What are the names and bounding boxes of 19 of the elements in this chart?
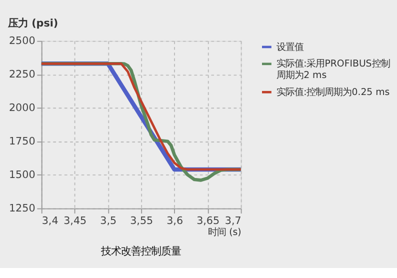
x-tick-label: 3,4 [42, 214, 58, 227]
y-tick-label: 2250 [8, 68, 36, 81]
x-tick-label: 3,7 [224, 214, 242, 227]
y-tick-label: 1750 [8, 136, 36, 148]
y-tick-label: 1500 [8, 169, 36, 182]
x-tick-label: 3,6 [166, 214, 184, 227]
legend-label: 实际值:控制周期为0.25 ms [276, 86, 390, 98]
y-axis-title: 压力 (psi) [6, 17, 58, 30]
legend-label: 设置值 [276, 42, 304, 53]
text: 技术改善控制质量 [100, 245, 182, 258]
y-tick-label: 2500 [8, 35, 36, 48]
x-tick-label: 3,65 [196, 214, 220, 227]
y-tick-label: 2000 [8, 102, 36, 114]
x-tick-label: 3,45 [64, 214, 87, 227]
x-tick-label: 3,55 [130, 214, 154, 227]
x-tick-label: 3,5 [100, 214, 117, 227]
x-axis-title: 时间 (s) [208, 227, 242, 238]
y-tick-label: 1250 [8, 202, 36, 215]
legend-label: 实际值:采用PROFIBUS控制周期为2 ms [276, 58, 390, 82]
